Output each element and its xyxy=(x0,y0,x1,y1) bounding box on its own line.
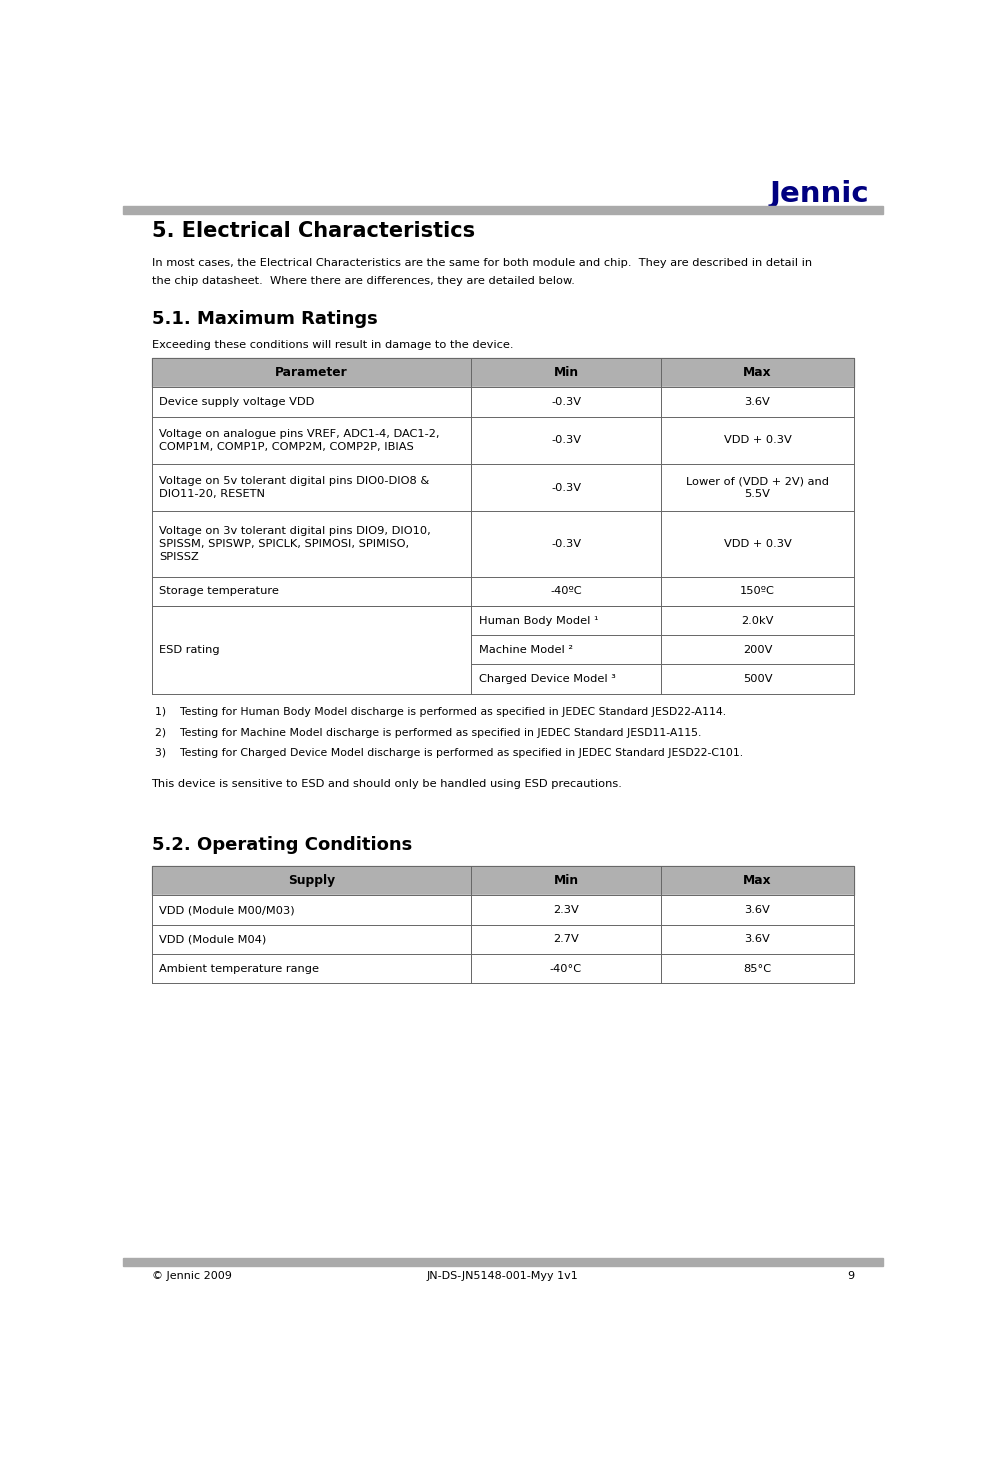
Text: Max: Max xyxy=(744,366,772,379)
Text: Voltage on analogue pins VREF, ADC1-4, DAC1-2,
COMP1M, COMP1P, COMP2M, COMP2P, I: Voltage on analogue pins VREF, ADC1-4, D… xyxy=(159,429,439,452)
Bar xyxy=(151,866,854,895)
Text: 3.6V: 3.6V xyxy=(745,935,770,944)
Text: 1)    Testing for Human Body Model discharge is performed as specified in JEDEC : 1) Testing for Human Body Model discharg… xyxy=(155,707,727,717)
Bar xyxy=(151,417,854,464)
Bar xyxy=(151,606,471,693)
Bar xyxy=(471,664,854,693)
Text: Voltage on 5v tolerant digital pins DIO0-DIO8 &
DIO11-20, RESETN: Voltage on 5v tolerant digital pins DIO0… xyxy=(159,475,430,499)
Text: Human Body Model ¹: Human Body Model ¹ xyxy=(479,616,598,626)
Text: -0.3V: -0.3V xyxy=(551,396,581,407)
Text: Charged Device Model ³: Charged Device Model ³ xyxy=(479,674,616,685)
Bar xyxy=(151,358,854,388)
Bar xyxy=(151,925,854,954)
Text: 9: 9 xyxy=(847,1270,854,1280)
Text: Lower of (VDD + 2V) and
5.5V: Lower of (VDD + 2V) and 5.5V xyxy=(686,475,829,499)
Text: Max: Max xyxy=(744,875,772,887)
Text: 200V: 200V xyxy=(743,645,772,655)
Text: VDD (Module M00/M03): VDD (Module M00/M03) xyxy=(159,906,294,914)
Text: Exceeding these conditions will result in damage to the device.: Exceeding these conditions will result i… xyxy=(151,339,513,350)
Text: JN-DS-JN5148-001-Myy 1v1: JN-DS-JN5148-001-Myy 1v1 xyxy=(427,1270,579,1280)
Text: Parameter: Parameter xyxy=(275,366,347,379)
Bar xyxy=(123,206,883,214)
Text: 5. Electrical Characteristics: 5. Electrical Characteristics xyxy=(151,221,475,240)
Text: 2.3V: 2.3V xyxy=(553,906,579,914)
Text: 5.2. Operating Conditions: 5.2. Operating Conditions xyxy=(151,835,412,854)
Text: -0.3V: -0.3V xyxy=(551,483,581,493)
Text: -0.3V: -0.3V xyxy=(551,538,581,549)
Text: Min: Min xyxy=(553,875,579,887)
Text: 2.7V: 2.7V xyxy=(553,935,579,944)
Bar xyxy=(471,606,854,635)
Text: 2.0kV: 2.0kV xyxy=(742,616,774,626)
Bar xyxy=(471,635,854,664)
Text: -40°C: -40°C xyxy=(550,964,582,973)
Text: -0.3V: -0.3V xyxy=(551,436,581,445)
Text: Jennic: Jennic xyxy=(769,180,869,208)
Text: -40ºC: -40ºC xyxy=(550,587,582,597)
Text: 3)    Testing for Charged Device Model discharge is performed as specified in JE: 3) Testing for Charged Device Model disc… xyxy=(155,748,744,758)
Bar xyxy=(151,511,854,576)
Text: 85°C: 85°C xyxy=(744,964,771,973)
Text: the chip datasheet.  Where there are differences, they are detailed below.: the chip datasheet. Where there are diff… xyxy=(151,277,575,285)
Text: Machine Model ²: Machine Model ² xyxy=(479,645,573,655)
Bar xyxy=(151,954,854,983)
Bar xyxy=(151,388,854,417)
Bar xyxy=(151,464,854,511)
Text: Storage temperature: Storage temperature xyxy=(159,587,279,597)
Text: In most cases, the Electrical Characteristics are the same for both module and c: In most cases, the Electrical Characteri… xyxy=(151,257,811,268)
Text: 150ºC: 150ºC xyxy=(740,587,775,597)
Bar xyxy=(151,576,854,606)
Text: Ambient temperature range: Ambient temperature range xyxy=(159,964,319,973)
Text: 5.1. Maximum Ratings: 5.1. Maximum Ratings xyxy=(151,310,378,328)
Text: 3.6V: 3.6V xyxy=(745,906,770,914)
Bar xyxy=(123,1258,883,1265)
Bar xyxy=(151,895,854,925)
Text: Supply: Supply xyxy=(287,875,335,887)
Text: Device supply voltage VDD: Device supply voltage VDD xyxy=(159,396,315,407)
Text: This device is sensitive to ESD and should only be handled using ESD precautions: This device is sensitive to ESD and shou… xyxy=(151,780,622,790)
Text: ESD rating: ESD rating xyxy=(159,645,220,655)
Text: Voltage on 3v tolerant digital pins DIO9, DIO10,
SPISSM, SPISWP, SPICLK, SPIMOSI: Voltage on 3v tolerant digital pins DIO9… xyxy=(159,527,431,562)
Text: VDD (Module M04): VDD (Module M04) xyxy=(159,935,267,944)
Text: 2)    Testing for Machine Model discharge is performed as specified in JEDEC Sta: 2) Testing for Machine Model discharge i… xyxy=(155,727,701,737)
Text: Min: Min xyxy=(553,366,579,379)
Text: © Jennic 2009: © Jennic 2009 xyxy=(151,1270,232,1280)
Text: 3.6V: 3.6V xyxy=(745,396,770,407)
Text: VDD + 0.3V: VDD + 0.3V xyxy=(724,436,792,445)
Text: VDD + 0.3V: VDD + 0.3V xyxy=(724,538,792,549)
Text: 500V: 500V xyxy=(743,674,772,685)
